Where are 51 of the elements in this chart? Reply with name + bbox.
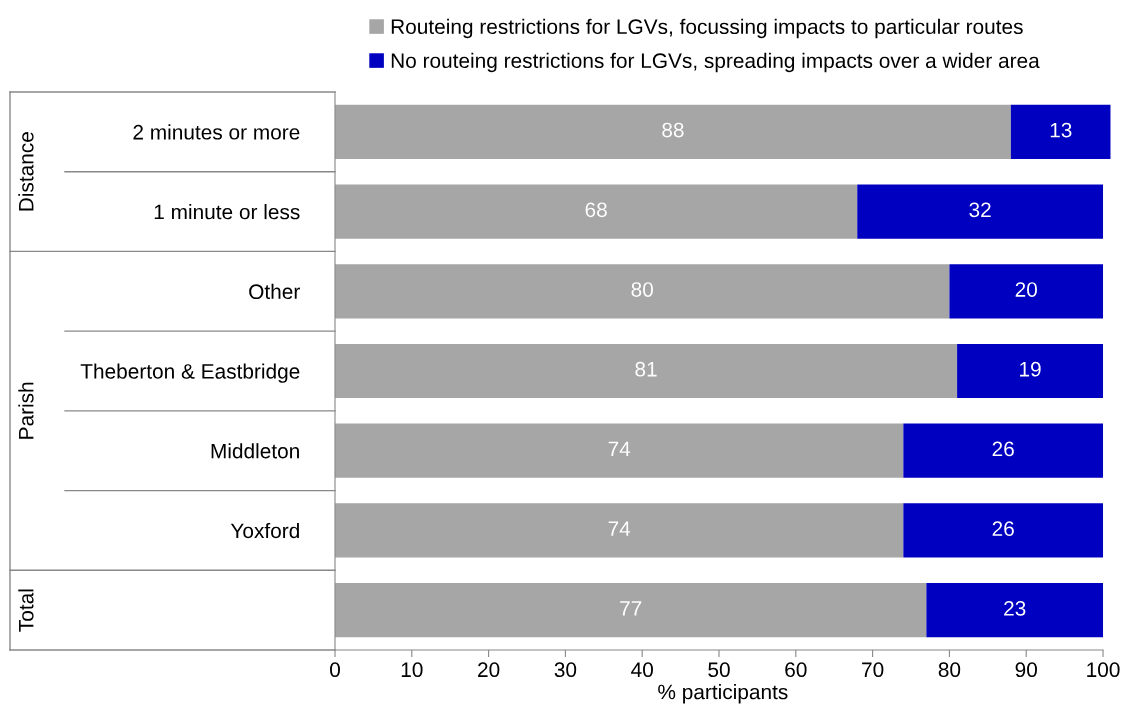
- data-label: 20: [1015, 282, 1037, 297]
- legend-label: Routeing restrictions for LGVs, focussing impacts to particular routes: [391, 18, 1023, 39]
- data-label: 74: [608, 441, 631, 457]
- y-tick-label: Middleton: [211, 443, 299, 459]
- data-label: 68: [585, 202, 607, 218]
- bar: [335, 423, 904, 478]
- bar: [926, 583, 1104, 638]
- bar: [903, 503, 1104, 558]
- x-tick-label: 0: [330, 662, 340, 678]
- bar: [335, 264, 950, 319]
- bar: [335, 104, 1011, 159]
- bar: [1010, 104, 1111, 159]
- x-tick-label: 40: [631, 662, 653, 678]
- x-tick-label: 90: [1015, 662, 1037, 678]
- x-tick-label: 10: [401, 662, 423, 678]
- x-axis-title: % participants: [658, 684, 788, 704]
- x-tick-label: 70: [862, 662, 884, 678]
- x-tick-label: 50: [708, 662, 730, 678]
- y-tick-label: 2 minutes or more: [133, 124, 300, 140]
- data-label: 13: [1050, 122, 1072, 138]
- x-tick-label: 20: [478, 662, 500, 678]
- y-tick-label: 1 minute or less: [154, 204, 300, 220]
- y-tick-label: Yoxford: [230, 522, 299, 539]
- text: Total: [18, 589, 34, 632]
- y-tick-label: Theberton & Eastbridge: [80, 363, 300, 383]
- text: Parish: [18, 382, 34, 439]
- bar: [903, 423, 1104, 478]
- x-tick-label: 100: [1087, 662, 1120, 678]
- data-label: 23: [1004, 600, 1026, 616]
- data-label: 77: [620, 601, 642, 616]
- bar: [335, 184, 858, 239]
- x-tick-label: 30: [554, 662, 577, 678]
- x-tick-label: 60: [785, 662, 807, 678]
- bar: [335, 343, 958, 399]
- data-label: 81: [635, 361, 657, 377]
- bar: [335, 503, 904, 558]
- data-label: 74: [608, 521, 631, 536]
- data-label: 19: [1020, 361, 1041, 377]
- y-tick-label: Other: [249, 283, 300, 300]
- x-tick-label: 80: [938, 662, 961, 678]
- legend-label: No routeing restrictions for LGVs, spreading impacts over a wider area: [391, 52, 1040, 73]
- text: Distance: [18, 132, 34, 211]
- data-label: 88: [662, 122, 684, 138]
- data-label: 32: [969, 202, 991, 218]
- bar: [949, 264, 1104, 319]
- data-label: 26: [992, 521, 1014, 537]
- data-label: 80: [631, 282, 653, 297]
- bar: [957, 343, 1104, 399]
- data-label: 26: [992, 441, 1014, 457]
- bar: [335, 583, 927, 638]
- bar: [857, 184, 1104, 239]
